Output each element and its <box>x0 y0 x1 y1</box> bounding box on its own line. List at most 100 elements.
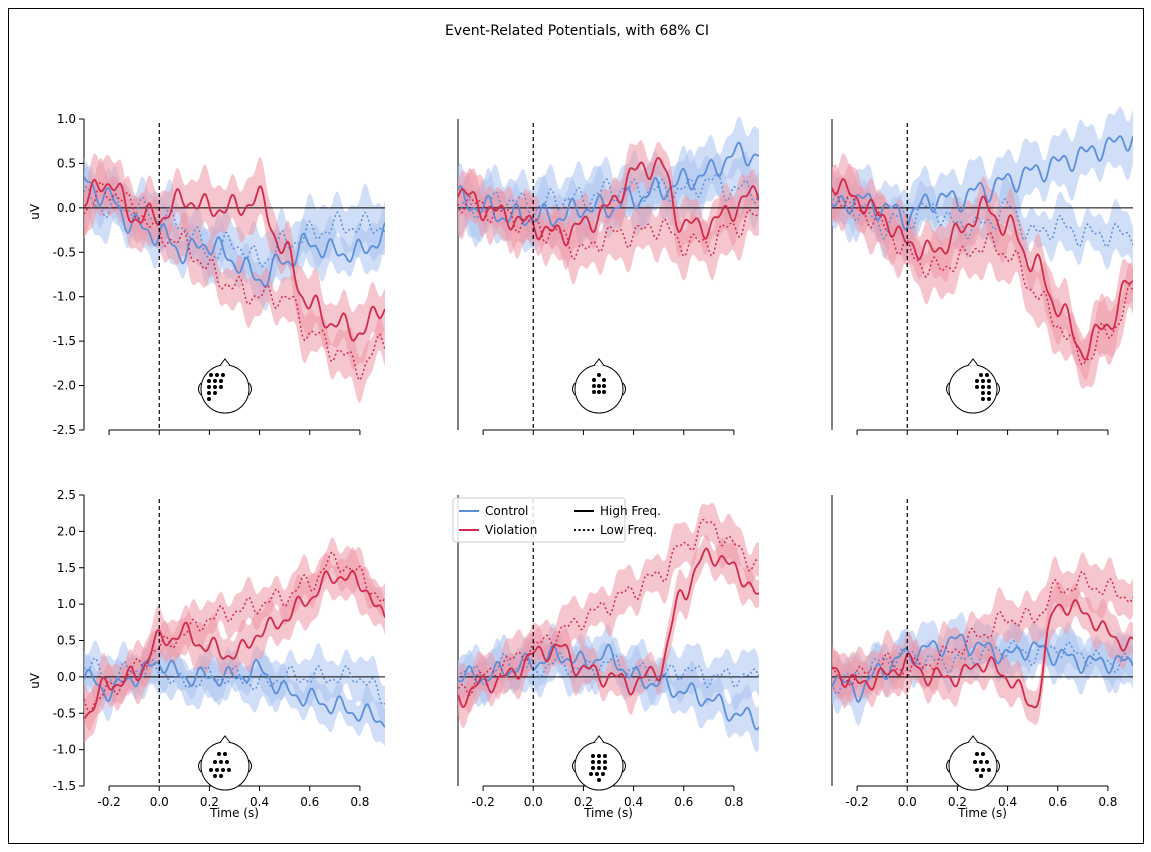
series-line-violation-low <box>458 196 759 261</box>
panel-plot-area <box>832 552 1133 726</box>
series-line-violation-high <box>832 598 1133 709</box>
electrode-dot <box>207 397 211 401</box>
electrode-dot <box>603 766 607 770</box>
electrode-dot <box>981 768 985 772</box>
head-outline <box>200 364 250 414</box>
scalp-head-icon <box>572 358 626 414</box>
head-right-ear <box>622 382 626 396</box>
head-left-ear <box>198 759 202 773</box>
electrode-dot <box>213 379 217 383</box>
series-line-violation-high <box>84 178 385 342</box>
x-axis-label: Time (s) <box>957 806 1007 820</box>
electrode-dot <box>597 384 601 388</box>
panel-plot-area <box>832 106 1133 389</box>
head-left-ear <box>946 759 950 773</box>
electrode-dot <box>207 379 211 383</box>
electrode-dot <box>979 373 983 377</box>
electrode-dot <box>987 397 991 401</box>
electrode-dot <box>981 752 985 756</box>
x-tick-label: 0.6 <box>300 795 319 809</box>
electrode-dot <box>221 373 225 377</box>
y-axis-label: uV <box>28 203 42 220</box>
electrode-dot <box>592 378 596 382</box>
panel-midline-posterior: -0.2 0.0 0.2 0.4 0.6 0.8 Time (s) <box>457 495 759 820</box>
legend-high-freq: High Freq. <box>574 504 661 518</box>
electrode-dot <box>589 772 593 776</box>
electrode-dot <box>219 385 223 389</box>
y-tick-label: 0.0 <box>57 670 76 684</box>
panel-plot-area <box>458 116 759 285</box>
y-tick-label: -1.5 <box>53 334 76 348</box>
electrode-dot <box>221 768 225 772</box>
electrode-dot <box>591 754 595 758</box>
electrode-dot <box>597 373 601 377</box>
y-tick-label: 0.0 <box>57 201 76 215</box>
x-tick-label: 0.2 <box>574 795 593 809</box>
electrode-dot <box>207 391 211 395</box>
series-line-violation-high <box>458 547 759 709</box>
y-tick-label: 0.5 <box>57 156 76 170</box>
series-line-control-high <box>832 135 1133 231</box>
head-right-ear <box>996 759 1000 773</box>
electrode-dot <box>985 760 989 764</box>
electrode-dot <box>975 752 979 756</box>
head-nose <box>593 735 605 743</box>
electrode-dot <box>597 766 601 770</box>
electrode-dot <box>225 760 229 764</box>
series-line-violation-high <box>832 177 1133 361</box>
electrode-dot <box>209 768 213 772</box>
head-nose <box>967 358 979 366</box>
panel-left-posterior: -1.5 -1.0 -0.5 0.0 0.5 1.0 1.5 2.0 2.5 uV -0.2 0.0 0… <box>28 488 385 820</box>
y-tick-label: -1.0 <box>53 290 76 304</box>
electrode-dot <box>595 772 599 776</box>
head-outline <box>574 364 624 414</box>
electrode-dot <box>975 768 979 772</box>
legend-violation: Violation <box>459 523 537 537</box>
electrode-dot <box>215 768 219 772</box>
legend-control: Control <box>459 504 528 518</box>
electrode-dot <box>601 772 605 776</box>
series-line-violation-high <box>84 569 385 720</box>
panel-right-posterior: -0.2 0.0 0.2 0.4 0.6 0.8 Time (s) <box>831 495 1133 820</box>
electrode-dot <box>215 373 219 377</box>
ci-band-control-low <box>832 176 1133 270</box>
x-tick-label: -0.2 <box>845 795 868 809</box>
electrode-dot <box>213 774 217 778</box>
electrode-dot <box>219 760 223 764</box>
y-tick-label: 1.0 <box>57 112 76 126</box>
legend: Control Violation High Freq. Low Freq. <box>452 497 661 543</box>
electrode-dot <box>207 385 211 389</box>
electrode-dot <box>213 760 217 764</box>
x-tick-label: 0.2 <box>948 795 967 809</box>
erp-chart: -2.5-2.0-1.5-1.0-0.50.00.51.0uV-1.5-1.0-… <box>28 106 1133 820</box>
scalp-head-icon <box>572 735 626 791</box>
head-outline <box>948 364 998 414</box>
scalp-head-icon <box>198 735 252 791</box>
legend-low-freq: Low Freq. <box>574 523 657 537</box>
ci-band-violation-low <box>832 552 1133 704</box>
head-right-ear <box>996 382 1000 396</box>
electrode-dot <box>219 774 223 778</box>
y-tick-label: -2.5 <box>53 423 76 437</box>
legend-label: High Freq. <box>600 504 661 518</box>
x-tick-label: 0.2 <box>200 795 219 809</box>
electrode-dot <box>602 384 606 388</box>
head-outline <box>200 741 250 791</box>
x-tick-label: -0.2 <box>97 795 120 809</box>
x-tick-label: -0.2 <box>471 795 494 809</box>
figure-frame: Event-Related Potentials, with 68% CI -2… <box>8 8 1144 844</box>
y-tick-label: 2.0 <box>57 524 76 538</box>
scalp-head-icon <box>198 358 252 414</box>
electrode-dot <box>219 379 223 383</box>
series-line-violation-high <box>458 156 759 247</box>
electrode-dot <box>981 379 985 383</box>
y-tick-label: -1.5 <box>53 779 76 793</box>
head-nose <box>593 358 605 366</box>
electrode-dot <box>602 390 606 394</box>
y-tick-label: -0.5 <box>53 706 76 720</box>
x-tick-label: 0.4 <box>998 795 1017 809</box>
x-tick-label: 0.0 <box>150 795 169 809</box>
x-axis-label: Time (s) <box>583 806 633 820</box>
electrode-dot <box>592 384 596 388</box>
electrode-dot <box>591 766 595 770</box>
